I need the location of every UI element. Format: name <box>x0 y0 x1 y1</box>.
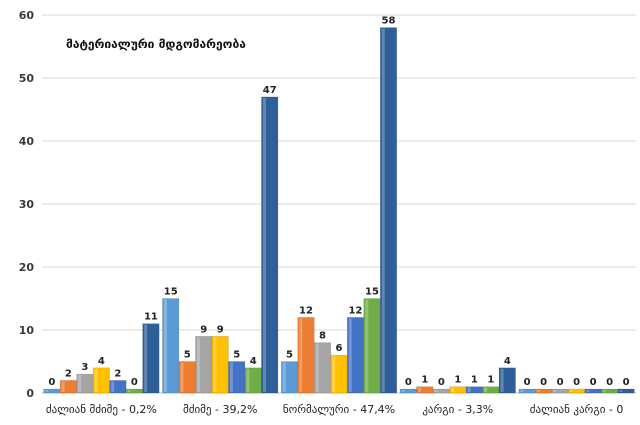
bar-highlight <box>180 362 184 392</box>
bar-highlight <box>229 362 233 392</box>
data-label: 0 <box>438 377 445 388</box>
bar-highlight <box>246 368 250 392</box>
chart-title: მატერიალური მდგომარეობა <box>66 37 246 51</box>
bar <box>498 367 516 394</box>
gridlines <box>42 14 636 394</box>
bar-highlight <box>78 375 82 392</box>
bar-highlight <box>61 381 65 392</box>
data-label: 47 <box>263 85 277 96</box>
data-label: 8 <box>319 331 326 342</box>
bar-highlight <box>144 324 148 392</box>
bar-highlight <box>381 28 385 392</box>
bar <box>379 27 398 394</box>
bar-highlight <box>94 368 98 392</box>
data-label: 0 <box>524 377 531 388</box>
bar-highlight <box>484 387 488 392</box>
data-label: 12 <box>299 305 313 316</box>
bar-highlight <box>299 318 303 392</box>
data-label: 58 <box>382 16 396 27</box>
data-label: 12 <box>349 305 363 316</box>
y-tick-label: 40 <box>19 135 35 148</box>
y-tick-label: 10 <box>19 324 35 337</box>
data-label: 0 <box>48 377 55 388</box>
data-label: 15 <box>365 287 379 298</box>
bar-highlight <box>45 390 49 392</box>
bar <box>142 323 160 394</box>
y-tick-label: 0 <box>26 387 34 400</box>
data-label: 1 <box>471 375 478 386</box>
bar-highlight <box>163 299 167 392</box>
bars <box>43 27 635 394</box>
data-label: 1 <box>421 375 428 386</box>
y-tick-label: 20 <box>19 261 35 274</box>
x-category-label: ძალიან კარგი - 0 <box>530 403 624 416</box>
bar-highlight <box>127 390 131 392</box>
bar <box>261 96 279 394</box>
x-category-label: კარგი - 3,3% <box>422 403 493 416</box>
bar-highlight <box>418 387 422 392</box>
x-category-label: ძალიან მძიმე - 0,2% <box>46 403 157 416</box>
bar-highlight <box>536 390 540 392</box>
data-label: 4 <box>250 356 257 367</box>
y-tick-label: 60 <box>19 9 35 22</box>
x-axis-labels: ძალიან მძიმე - 0,2% მძიმე - 39,2% ნორმალურ… <box>46 403 623 416</box>
bar-highlight <box>619 390 623 392</box>
data-label: 2 <box>65 368 72 379</box>
bar-highlight <box>348 318 352 392</box>
bar-highlight <box>401 390 405 392</box>
bar-highlight <box>467 387 471 392</box>
data-label: 4 <box>504 356 511 367</box>
bar-highlight <box>553 390 557 392</box>
bar-highlight <box>213 337 217 392</box>
data-label: 0 <box>557 377 564 388</box>
data-label: 9 <box>200 324 207 335</box>
data-label: 0 <box>573 377 580 388</box>
data-label: 0 <box>606 377 613 388</box>
bar <box>617 388 635 394</box>
bar-highlight <box>500 368 504 392</box>
data-label: 5 <box>184 350 191 361</box>
data-label: 0 <box>131 377 138 388</box>
x-category-label: მძიმე - 39,2% <box>183 403 257 416</box>
bar <box>109 380 127 394</box>
bar-highlight <box>282 362 286 392</box>
bar-highlight <box>569 390 573 392</box>
bar-highlight <box>332 356 336 392</box>
data-label: 11 <box>144 312 158 323</box>
data-label: 2 <box>114 368 121 379</box>
data-label: 4 <box>98 356 105 367</box>
data-label: 0 <box>590 377 597 388</box>
y-tick-label: 50 <box>19 72 35 85</box>
y-tick-label: 30 <box>19 198 35 211</box>
bar-highlight <box>434 390 438 392</box>
data-label: 5 <box>286 350 293 361</box>
data-label: 1 <box>454 375 461 386</box>
y-axis: 0 10 20 30 40 50 60 <box>19 9 35 400</box>
data-label: 0 <box>623 377 630 388</box>
bar-highlight <box>520 390 524 392</box>
data-label: 0 <box>540 377 547 388</box>
bar-highlight <box>451 387 455 392</box>
bar-highlight <box>262 97 266 393</box>
data-label: 5 <box>233 350 240 361</box>
data-label: 3 <box>81 362 88 373</box>
bar-highlight <box>196 337 200 392</box>
data-label: 9 <box>217 324 224 335</box>
data-label: 0 <box>405 377 412 388</box>
data-label: 6 <box>336 343 343 354</box>
bar-highlight <box>602 390 606 392</box>
bar-highlight <box>315 343 319 392</box>
bar-highlight <box>365 299 369 392</box>
data-label: 15 <box>164 287 178 298</box>
bar <box>162 298 180 394</box>
x-category-label: ნორმალური - 47,4% <box>283 403 395 416</box>
bar-highlight <box>111 381 115 392</box>
data-label: 1 <box>487 375 494 386</box>
bar-highlight <box>586 390 590 392</box>
